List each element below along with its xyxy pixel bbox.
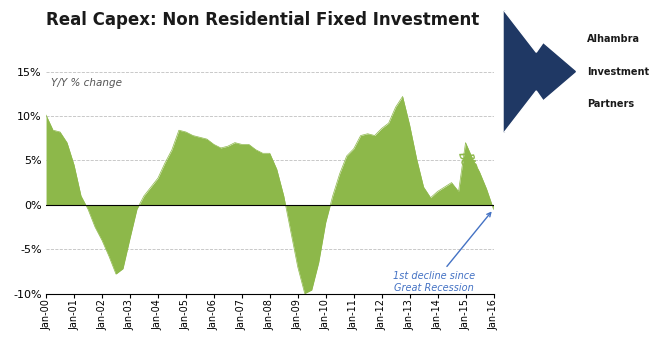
Polygon shape bbox=[500, 7, 580, 136]
Text: Investment: Investment bbox=[587, 67, 649, 77]
Text: 1st decline since
Great Recession: 1st decline since Great Recession bbox=[393, 213, 491, 293]
Text: Alhambra: Alhambra bbox=[587, 34, 640, 44]
Polygon shape bbox=[505, 11, 575, 132]
Polygon shape bbox=[505, 11, 565, 52]
Text: Y/Y % change: Y/Y % change bbox=[51, 78, 122, 88]
Polygon shape bbox=[505, 91, 565, 132]
Text: Partners: Partners bbox=[587, 99, 634, 109]
Text: Real Capex: Non Residential Fixed Investment: Real Capex: Non Residential Fixed Invest… bbox=[46, 11, 479, 29]
Text: RISING
DOLLAR: RISING DOLLAR bbox=[455, 149, 482, 193]
